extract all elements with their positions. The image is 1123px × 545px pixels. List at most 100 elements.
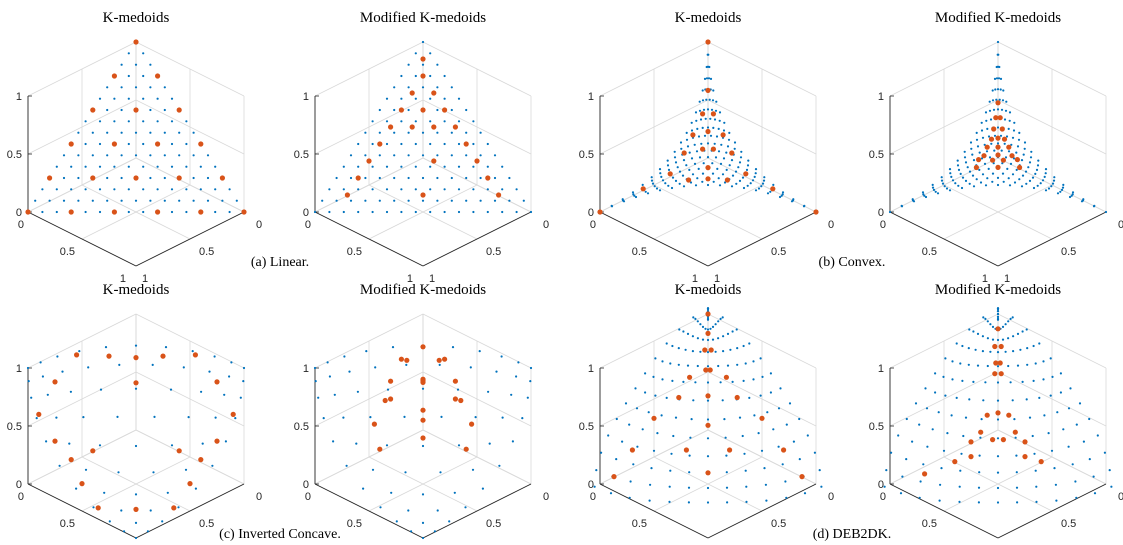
front-point [660, 175, 663, 178]
front-point [766, 192, 770, 195]
front-point [905, 458, 908, 461]
front-point [960, 452, 963, 455]
front-point [669, 469, 672, 472]
front-point [486, 165, 489, 168]
front-point [214, 165, 217, 168]
front-point [328, 375, 331, 378]
front-point [45, 440, 48, 443]
front-point [911, 440, 914, 443]
front-point [149, 108, 152, 112]
front-point [1092, 475, 1095, 478]
front-point [98, 210, 102, 214]
front-point [149, 86, 152, 89]
front-point [761, 182, 765, 185]
front-point [1038, 342, 1041, 345]
front-point [414, 120, 417, 123]
y-tick-label: 0.5 [1061, 246, 1076, 258]
front-point [674, 179, 678, 182]
front-point [1031, 434, 1034, 438]
front-point [526, 396, 529, 399]
caption-c: (c) Inverted Concave. [219, 527, 341, 542]
front-point [963, 156, 967, 159]
front-point [1012, 335, 1015, 338]
front-point [706, 317, 710, 321]
front-point [404, 471, 407, 474]
medoid-point [382, 397, 388, 404]
front-point [735, 182, 738, 185]
grid-line [943, 184, 1053, 240]
front-point [655, 187, 659, 190]
z-tick-label: 0.5 [579, 149, 594, 161]
front-point [106, 199, 109, 202]
front-point [414, 52, 417, 55]
front-point [478, 350, 481, 353]
front-point [439, 471, 442, 474]
front-point [77, 199, 80, 202]
z-tick-label: 0 [303, 479, 309, 491]
front-point [958, 485, 961, 488]
front-point [113, 165, 116, 168]
front-point [1007, 127, 1010, 130]
front-point [1013, 121, 1016, 124]
medoid-point [90, 448, 96, 454]
front-point [701, 180, 704, 183]
front-point [741, 434, 744, 438]
front-point [405, 363, 408, 366]
front-point [772, 183, 775, 186]
y-tick-label: 1 [429, 273, 435, 285]
front-point [979, 181, 983, 184]
medoid-point [998, 371, 1004, 377]
front-point [983, 162, 987, 165]
front-point [364, 176, 367, 180]
medoid-point [52, 379, 58, 385]
medoid-point [995, 410, 1001, 416]
front-point [744, 362, 747, 365]
z-tick-label: 1 [303, 363, 309, 375]
front-point [1033, 452, 1036, 455]
medoid-point [452, 378, 458, 384]
front-point [745, 500, 748, 503]
medoid-point [442, 356, 448, 362]
front-point [106, 176, 109, 180]
front-point [182, 366, 185, 369]
z-tick-label: 0.5 [869, 421, 884, 433]
front-point [706, 351, 710, 354]
front-point [667, 184, 670, 187]
front-point [975, 138, 979, 141]
z-tick-label: 0 [588, 479, 594, 491]
front-point [149, 154, 152, 157]
front-point [393, 86, 396, 89]
medoid-point [371, 421, 377, 427]
grid-line [368, 456, 478, 512]
medoid-point [474, 158, 480, 164]
front-point [465, 131, 468, 134]
front-point [666, 164, 670, 167]
front-point [632, 463, 635, 466]
front-point [213, 355, 216, 358]
medoid-point [687, 374, 693, 380]
front-point [682, 159, 686, 162]
front-point [706, 53, 709, 56]
front-point [777, 445, 780, 448]
front-point [1054, 483, 1057, 486]
front-point [58, 464, 61, 467]
front-point [818, 469, 821, 472]
front-point [1021, 330, 1024, 333]
front-point [77, 176, 80, 180]
front-point [228, 188, 231, 191]
front-point [472, 210, 475, 214]
front-point [127, 52, 130, 55]
front-point [996, 381, 1000, 384]
medoid-point [990, 157, 996, 163]
medoid-point [995, 326, 1001, 332]
front-point [653, 185, 656, 188]
front-point [178, 154, 181, 157]
front-point [214, 210, 217, 214]
front-point [98, 444, 102, 447]
medoid-point [68, 457, 74, 463]
front-point [992, 108, 996, 111]
front-point [1011, 399, 1014, 402]
front-point [746, 164, 750, 167]
front-point [673, 150, 676, 153]
front-point [421, 176, 425, 180]
